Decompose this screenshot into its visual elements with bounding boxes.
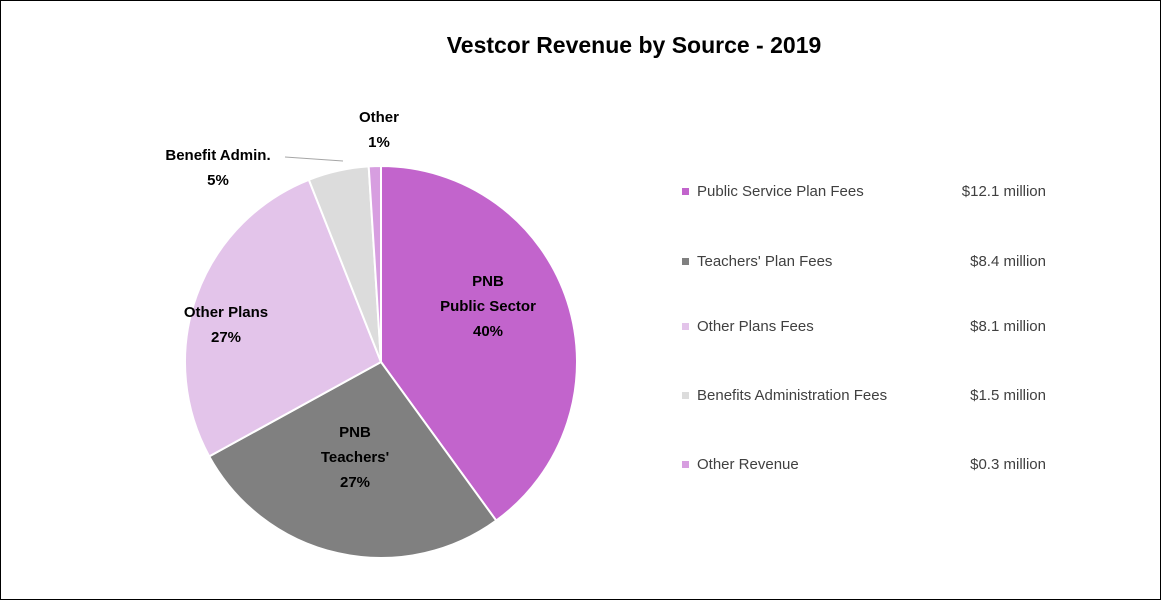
legend-marker (682, 323, 689, 330)
pie-slice (207, 360, 498, 559)
legend-marker (682, 392, 689, 399)
pie-slice (380, 164, 578, 522)
legend-marker (682, 461, 689, 468)
legend-label: Public Service Plan Fees (697, 183, 864, 200)
slice-label: Other Plans (184, 304, 268, 321)
chart-title: Vestcor Revenue by Source - 2019 (447, 32, 822, 58)
legend-amount: $1.5 million (970, 387, 1046, 404)
slice-value-label: 27% (211, 329, 241, 346)
slice-value-label: 27% (340, 474, 370, 491)
legend-label: Other Plans Fees (697, 318, 814, 335)
legend-amount: $0.3 million (970, 456, 1046, 473)
legend-label: Benefits Administration Fees (697, 387, 887, 404)
slice-label: PNB (339, 424, 371, 441)
legend-marker (682, 258, 689, 265)
slice-value-label: 1% (368, 134, 390, 151)
leader-line (284, 156, 344, 162)
slice-label: Benefit Admin. (165, 147, 270, 164)
legend-amount: $8.4 million (970, 253, 1046, 270)
slice-label: Teachers' (321, 449, 389, 466)
slice-label: Other (359, 109, 399, 126)
slice-value-label: 40% (473, 323, 503, 340)
slice-label: Public Sector (440, 298, 536, 315)
slice-label: PNB (472, 273, 504, 290)
legend-label: Teachers' Plan Fees (697, 253, 832, 270)
pie-slice (184, 178, 383, 458)
pie-slice (367, 164, 382, 363)
legend-label: Other Revenue (697, 456, 799, 473)
legend-marker (682, 188, 689, 195)
legend-amount: $12.1 million (962, 183, 1046, 200)
slice-value-label: 5% (207, 172, 229, 189)
legend-amount: $8.1 million (970, 318, 1046, 335)
